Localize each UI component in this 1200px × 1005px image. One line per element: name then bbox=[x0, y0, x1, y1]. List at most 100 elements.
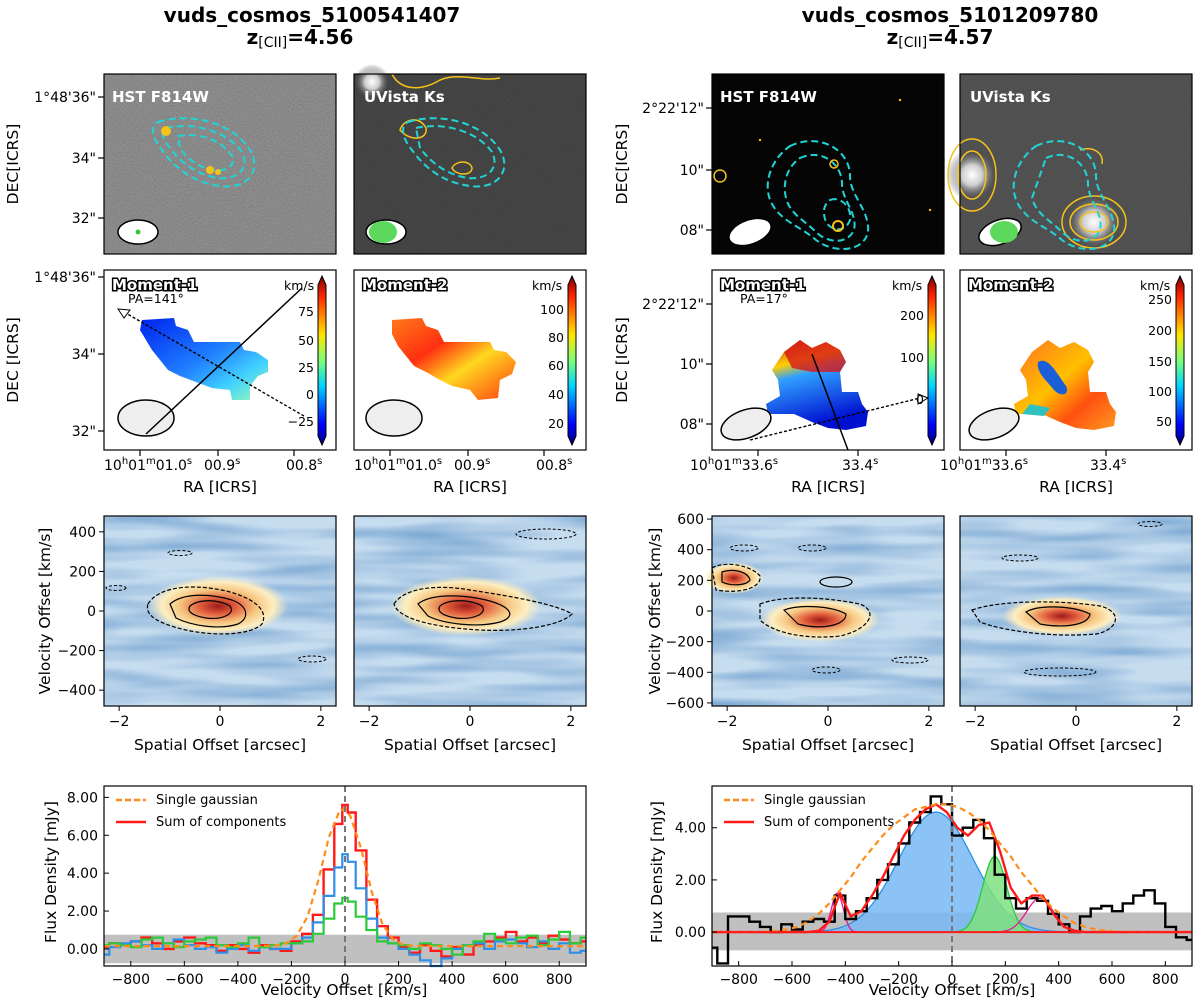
spectrum-series bbox=[712, 795, 1192, 965]
flux-axis-label: Flux Density [mJy] bbox=[42, 801, 60, 943]
spec-y-tick-label: 6.00 bbox=[67, 828, 98, 844]
dec-axis-label: DEC [ICRS] bbox=[4, 317, 22, 403]
cbar-tick: 25 bbox=[298, 360, 314, 375]
cbar-tick: 50 bbox=[1156, 414, 1172, 429]
ra-axis-label: RA [ICRS] bbox=[1039, 478, 1113, 496]
legend-sum-label: Sum of components bbox=[156, 815, 286, 830]
dec-tick: 08" bbox=[680, 417, 704, 433]
cbar-tick: 100 bbox=[900, 350, 924, 365]
spec-x-tick-label: −800 bbox=[719, 972, 757, 988]
component-fill bbox=[712, 812, 1192, 933]
spec-x-tick-label: −600 bbox=[165, 972, 203, 988]
pv-left-1 bbox=[104, 516, 336, 706]
cbar-tick: 250 bbox=[1148, 292, 1172, 307]
pv-y-tick-label: 400 bbox=[69, 525, 96, 541]
ra-ticks-left-m2: 10h01m01.0s 00.9s 00.8s bbox=[354, 456, 572, 474]
spec-x-tick-label: 200 bbox=[385, 972, 412, 988]
spec-x-tick-label: 200 bbox=[992, 972, 1019, 988]
cbar-tick: 80 bbox=[548, 330, 564, 345]
pv-y-tick-label: 400 bbox=[677, 543, 704, 559]
spec-x-tick-label: 0 bbox=[341, 972, 350, 988]
spec-y-tick-label: 2.00 bbox=[675, 873, 706, 889]
velocity-axis-label: Velocity Offset [km/s] bbox=[646, 528, 664, 695]
row1-dec-ticks: 1°48'36" 34" 32" 2°22'12" 10" 08" bbox=[34, 90, 704, 239]
legend-single-label: Single gaussian bbox=[764, 793, 866, 808]
cbar-tick: 0 bbox=[306, 387, 314, 402]
spec-y-tick-label: 0.00 bbox=[675, 925, 706, 941]
spec-y-tick-label: 4.00 bbox=[675, 821, 706, 837]
dec-tick: 10" bbox=[680, 357, 704, 373]
panel-tag: UVista Ks bbox=[364, 88, 445, 106]
pv-left-2 bbox=[354, 516, 586, 706]
pv-y-tick-label: −600 bbox=[666, 696, 704, 712]
cbar-tick: 200 bbox=[1148, 323, 1172, 338]
pv-x-tick-label: 2 bbox=[924, 714, 933, 730]
spec-y-tick-label: 4.00 bbox=[67, 866, 98, 882]
pv-y-tick-label: 600 bbox=[677, 512, 704, 528]
cbar-tick: 75 bbox=[298, 304, 314, 319]
spec-x-tick-label: 600 bbox=[1099, 972, 1126, 988]
position-angle: PA=141° bbox=[128, 291, 184, 306]
dec-tick: 34" bbox=[72, 347, 96, 363]
dec-tick: 2°22'12" bbox=[642, 101, 704, 117]
spec-x-tick-label: −200 bbox=[879, 972, 917, 988]
ra-axis-label: RA [ICRS] bbox=[183, 478, 257, 496]
pv-x-tick-label: −2 bbox=[717, 714, 738, 730]
pv-x-tick-label: 0 bbox=[216, 714, 225, 730]
cbar-tick: 200 bbox=[900, 308, 924, 323]
moment-tag: Moment-2 bbox=[362, 276, 448, 294]
dec-tick: 10" bbox=[680, 163, 704, 179]
dec-tick: 1°48'36" bbox=[34, 270, 96, 286]
ra-axis-label: RA [ICRS] bbox=[433, 478, 507, 496]
panel-hst-left: HST F814W bbox=[104, 74, 336, 254]
ra-tick: 00.9s bbox=[454, 456, 490, 474]
ra-axis-label: RA [ICRS] bbox=[791, 478, 865, 496]
pv-right-1 bbox=[704, 516, 944, 706]
spec-x-tick-label: −200 bbox=[272, 972, 310, 988]
cbar-tick: 60 bbox=[548, 358, 564, 373]
spectrum-axis-labels: Flux Density [mJy] Flux Density [mJy] Ve… bbox=[42, 801, 1035, 999]
ra-tick: 10h01m01.0s bbox=[104, 456, 192, 474]
pv-y-tick-label: 200 bbox=[69, 564, 96, 580]
panel-tag: UVista Ks bbox=[970, 88, 1051, 106]
pv-y-tick-label: 200 bbox=[677, 573, 704, 589]
dec-tick: 08" bbox=[680, 223, 704, 239]
moment-tag: Moment-1 bbox=[720, 276, 806, 294]
pv-right-2 bbox=[960, 516, 1192, 706]
spec-x-tick-label: −400 bbox=[219, 972, 257, 988]
row2-dec-ticks: 1°48'36" 34" 32" 2°22'12" 10" 08" bbox=[34, 270, 704, 440]
pv-x-tick-label: 2 bbox=[1172, 714, 1181, 730]
ra-tick: 00.8s bbox=[536, 456, 572, 474]
spec-x-tick-label: 400 bbox=[439, 972, 466, 988]
cbar-unit: km/s bbox=[284, 278, 314, 293]
redshift-label: z[CII]=4.56 bbox=[247, 25, 354, 51]
spectrum-right: −800 −600 −400 −200 0 200 400 600 800 4.00 2.00 0.0… bbox=[675, 785, 1193, 988]
cbar-tick: 100 bbox=[540, 302, 564, 317]
ra-tick: 10h01m33.6s bbox=[690, 456, 778, 474]
pv-x-tick-label: 2 bbox=[566, 714, 575, 730]
moment-tag: Moment-1 bbox=[112, 276, 198, 294]
velocity-axis-label: Velocity Offset [km/s] bbox=[869, 981, 1036, 999]
cbar-tick: 100 bbox=[1148, 384, 1172, 399]
ra-axis-labels: RA [ICRS] RA [ICRS] RA [ICRS] RA [ICRS] bbox=[183, 478, 1113, 496]
panel-hst-right: HST F814W bbox=[712, 74, 944, 254]
panel-tag: HST F814W bbox=[720, 88, 817, 106]
ra-tick: 00.9s bbox=[204, 456, 240, 474]
spec-x-tick-label: 600 bbox=[492, 972, 519, 988]
spec-y-tick-label: 0.00 bbox=[67, 942, 98, 958]
position-angle: PA=17° bbox=[740, 291, 788, 306]
dec-tick: 32" bbox=[72, 211, 96, 227]
panel-moment2-left: Moment-2 km/s 100 80 60 40 20 bbox=[354, 270, 586, 450]
cbar-tick: 20 bbox=[548, 416, 564, 431]
pv-y-tick-label: 0 bbox=[695, 604, 704, 620]
spec-x-tick-label: 800 bbox=[1152, 972, 1179, 988]
pv-x-tick-label: −2 bbox=[109, 714, 130, 730]
legend-single-label: Single gaussian bbox=[156, 793, 258, 808]
redshift-label: z[CII]=4.57 bbox=[887, 25, 994, 51]
panel-ks-right: UVista Ks bbox=[946, 74, 1192, 254]
ra-tick: 33.4s bbox=[842, 456, 878, 474]
row1-frames bbox=[98, 73, 1193, 255]
legend-sum-label: Sum of components bbox=[764, 815, 894, 830]
spec-y-tick-label: 8.00 bbox=[67, 790, 98, 806]
